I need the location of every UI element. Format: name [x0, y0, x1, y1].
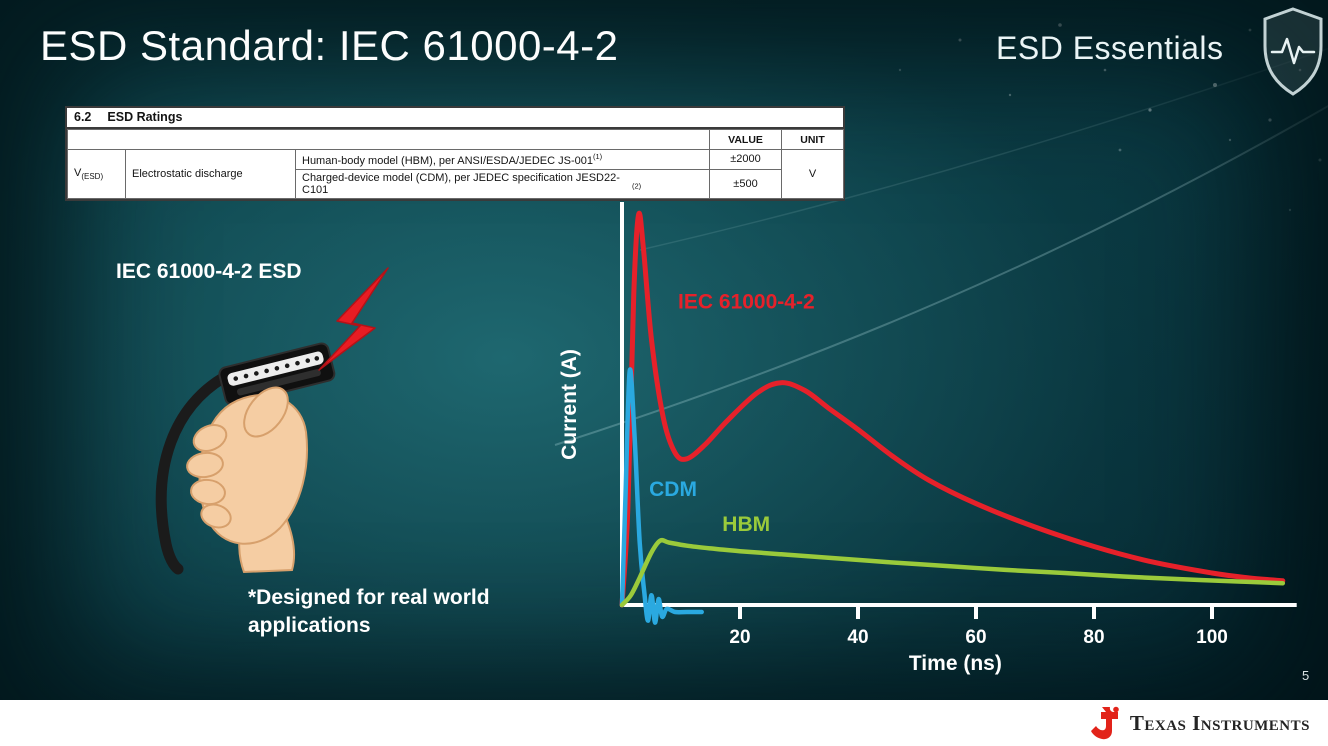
- esd-ratings-table: 6.2 ESD Ratings VALUE UNIT V(ESD) Electr…: [65, 106, 845, 201]
- page-number: 5: [1302, 668, 1310, 683]
- svg-text:Current (A): Current (A): [558, 349, 581, 460]
- header-blank-cell: [67, 129, 710, 150]
- hbm-description-cell: Human-body model (HBM), per ANSI/ESDA/JE…: [295, 149, 710, 170]
- svg-text:HBM: HBM: [722, 513, 770, 536]
- table-row: Charged-device model (CDM), per JEDEC sp…: [68, 168, 844, 199]
- table-header-row: VALUE UNIT: [67, 129, 844, 150]
- hdmi-connector-icon: [218, 342, 336, 406]
- texas-instruments-logo-icon: [1090, 706, 1119, 740]
- svg-text:100: 100: [1196, 627, 1228, 648]
- cable-icon: [155, 372, 229, 575]
- section-name: ESD Ratings: [107, 110, 183, 124]
- section-number: 6.2: [74, 110, 92, 124]
- svg-text:20: 20: [729, 627, 750, 648]
- current-vs-time-chart: 20 40 60 80 100 Time (ns) Current (A) IEC 61000…: [558, 202, 1297, 675]
- series-brand-title: ESD Essentials: [996, 30, 1224, 66]
- table-row: V(ESD) Electrostatic discharge Human-bod…: [67, 149, 844, 199]
- hand-hdmi-illustration: [155, 267, 389, 575]
- page-title: ESD Standard: IEC 61000-4-2: [40, 22, 619, 69]
- header-unit: UNIT: [781, 129, 844, 150]
- esd-shield-icon: [1263, 7, 1323, 96]
- lightning-bolt-icon: [318, 267, 389, 371]
- heartbeat-pulse-icon: [1270, 37, 1316, 65]
- header-value: VALUE: [709, 129, 782, 150]
- footnote-line-1: *Designed for real world: [248, 586, 490, 609]
- illustration-caption: IEC 61000-4-2 ESD: [116, 260, 302, 283]
- footnote-text: *Designed for real world applications: [248, 584, 490, 641]
- hand-icon: [186, 386, 308, 574]
- svg-text:Time (ns): Time (ns): [909, 652, 1002, 675]
- footnote-line-2: applications: [248, 614, 371, 638]
- param-name-cell: Electrostatic discharge: [125, 149, 296, 199]
- svg-text:IEC 61000-4-2: IEC 61000-4-2: [678, 291, 815, 314]
- cdm-description-cell: Charged-device model (CDM), per JEDEC sp…: [295, 168, 710, 199]
- footer-bar: Texas Instruments: [0, 700, 1328, 746]
- texas-instruments-wordmark: Texas Instruments: [1129, 710, 1310, 735]
- svg-text:CDM: CDM: [649, 478, 697, 501]
- svg-text:40: 40: [847, 627, 868, 648]
- hbm-value-cell: ±2000: [709, 149, 782, 170]
- unit-cell: V: [781, 149, 844, 199]
- svg-text:80: 80: [1083, 627, 1104, 648]
- svg-text:60: 60: [965, 627, 986, 648]
- cdm-value-cell: ±500: [709, 168, 782, 199]
- param-symbol-cell: V(ESD): [67, 149, 126, 199]
- table-section-title: 6.2 ESD Ratings: [67, 108, 843, 129]
